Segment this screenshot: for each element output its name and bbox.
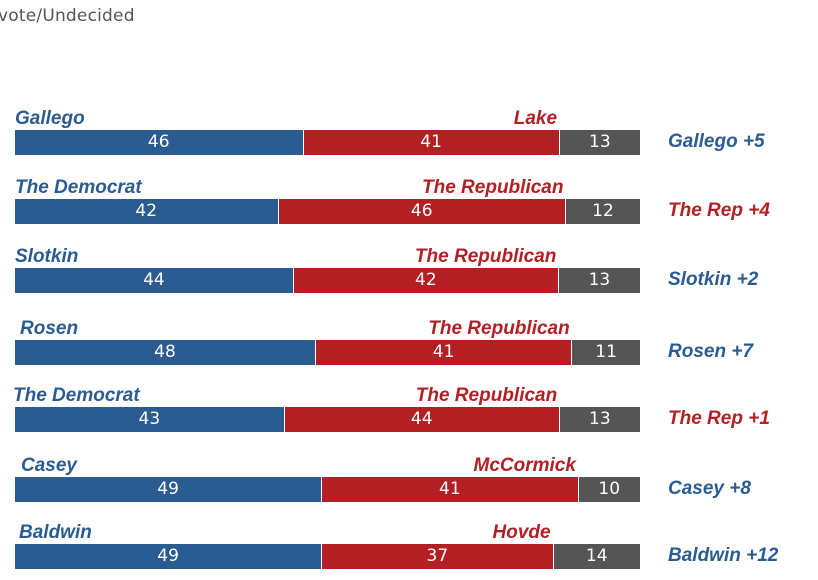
republican-candidate-label: The Republican — [428, 318, 570, 339]
democrat-share-segment: 48 — [15, 340, 315, 365]
undecided-share-segment: 13 — [558, 407, 640, 432]
matchup-row: Gallego Lake 46 41 13 Gallego +5 — [0, 108, 818, 166]
stacked-bar: 42 46 12 — [15, 199, 640, 224]
matchup-row: Rosen The Republican 48 41 11 Rosen +7 — [0, 318, 818, 376]
margin-label: Rosen +7 — [668, 341, 754, 362]
margin-label: Baldwin +12 — [668, 545, 779, 566]
democrat-share-segment: 49 — [15, 544, 322, 569]
democrat-candidate-label: Baldwin — [19, 522, 92, 543]
democrat-share-segment: 46 — [15, 130, 303, 155]
chart-subtitle: vote/Undecided — [0, 6, 135, 26]
matchup-row: Casey McCormick 49 41 10 Casey +8 — [0, 455, 818, 513]
republican-share-segment: 41 — [302, 130, 559, 155]
republican-candidate-label: The Republican — [414, 246, 557, 267]
stacked-bar: 48 41 11 — [15, 340, 640, 365]
margin-label: Casey +8 — [668, 478, 751, 499]
republican-share-segment: 44 — [283, 407, 559, 432]
republican-candidate-label: The Republican — [422, 177, 564, 198]
democrat-share-segment: 49 — [15, 477, 322, 502]
democrat-share-segment: 42 — [15, 199, 278, 224]
matchup-row: The Democrat The Republican 43 44 13 The Rep … — [0, 385, 818, 443]
republican-candidate-label: McCormick — [473, 455, 576, 476]
matchup-row: Slotkin The Republican 44 42 13 Slotkin +2 — [0, 246, 818, 304]
undecided-share-segment: 10 — [577, 477, 640, 502]
margin-label: Slotkin +2 — [668, 269, 759, 290]
undecided-share-segment: 11 — [571, 340, 640, 365]
undecided-share-segment: 12 — [565, 199, 640, 224]
democrat-share-segment: 44 — [15, 268, 293, 293]
democrat-candidate-label: Slotkin — [15, 246, 79, 267]
republican-candidate-label: Hovde — [492, 522, 551, 543]
democrat-candidate-label: Rosen — [20, 318, 79, 339]
stacked-bar: 43 44 13 — [15, 407, 640, 432]
republican-candidate-label: The Republican — [415, 385, 558, 406]
republican-share-segment: 42 — [292, 268, 558, 293]
democrat-candidate-label: The Democrat — [13, 385, 140, 406]
stacked-bar: 49 41 10 — [15, 477, 640, 502]
republican-share-segment: 41 — [321, 477, 578, 502]
stacked-bar: 44 42 13 — [15, 268, 640, 293]
republican-share-segment: 46 — [277, 199, 565, 224]
margin-label: The Rep +4 — [668, 200, 770, 221]
matchup-row: Baldwin Hovde 49 37 14 Baldwin +12 — [0, 522, 818, 580]
undecided-share-segment: 13 — [558, 130, 640, 155]
matchup-row: The Democrat The Republican 42 46 12 The Rep … — [0, 177, 818, 235]
democrat-candidate-label: The Democrat — [15, 177, 142, 198]
democrat-candidate-label: Gallego — [15, 108, 85, 129]
republican-share-segment: 37 — [321, 544, 553, 569]
democrat-share-segment: 43 — [15, 407, 284, 432]
democrat-candidate-label: Casey — [21, 455, 77, 476]
margin-label: The Rep +1 — [668, 408, 770, 429]
margin-label: Gallego +5 — [668, 131, 765, 152]
stacked-bar: 46 41 13 — [15, 130, 640, 155]
stacked-bar: 49 37 14 — [15, 544, 640, 569]
undecided-share-segment: 13 — [557, 268, 640, 293]
republican-share-segment: 41 — [315, 340, 572, 365]
republican-candidate-label: Lake — [513, 108, 558, 129]
undecided-share-segment: 14 — [552, 544, 640, 569]
